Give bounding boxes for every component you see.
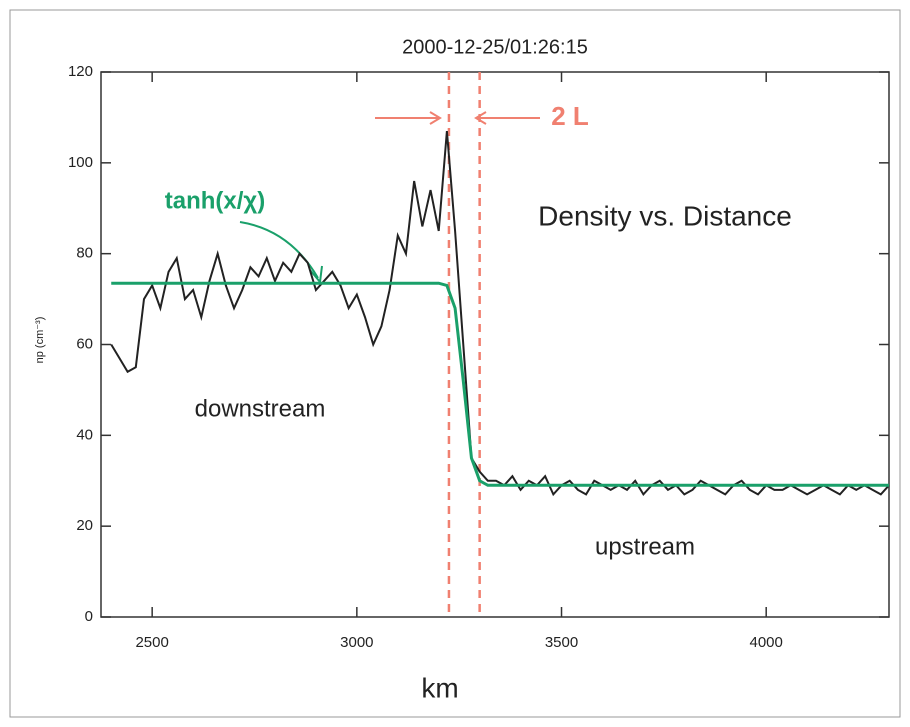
y-tick-label: 80 — [76, 245, 93, 262]
line-series — [110, 130, 890, 497]
x-tick-label: 3000 — [340, 634, 373, 651]
y-tick-label: 20 — [76, 517, 93, 534]
x-axis-label: km — [421, 672, 458, 703]
y-tick-label: 60 — [76, 335, 93, 352]
annotation: Density vs. Distance — [538, 200, 792, 231]
annotation: tanh(x/χ) — [165, 187, 265, 214]
annotation: upstream — [595, 533, 695, 560]
line-series — [111, 281, 889, 487]
x-tick-label: 3500 — [545, 634, 578, 651]
y-tick-label: 0 — [85, 608, 93, 625]
annotation: downstream — [195, 395, 326, 422]
plot-area — [100, 71, 890, 618]
span-arrows — [375, 111, 540, 125]
y-tick-label: 120 — [68, 63, 93, 80]
x-tick-label: 2500 — [135, 634, 168, 651]
y-axis-label: np (cm⁻³) — [34, 317, 46, 364]
y-tick-label: 40 — [76, 426, 93, 443]
y-tick-label: 100 — [68, 154, 93, 171]
chart-title: 2000-12-25/01:26:15 — [402, 36, 588, 58]
arrow — [239, 221, 319, 279]
x-tick-label: 4000 — [750, 634, 783, 651]
annotation: 2 L — [551, 101, 589, 131]
frame — [9, 9, 901, 718]
